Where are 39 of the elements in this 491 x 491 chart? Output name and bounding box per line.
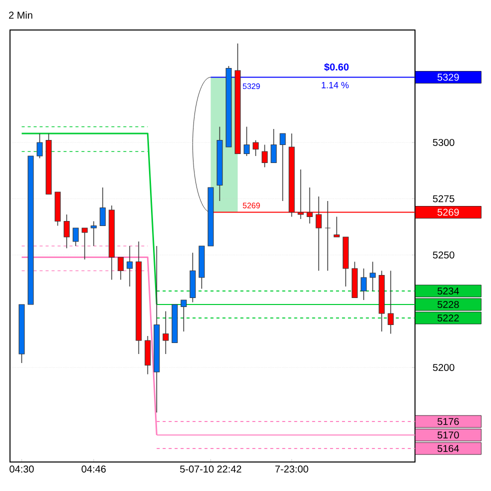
y-tick-label: 5300 (432, 138, 454, 146)
ref-line-label: 5329 (438, 74, 459, 81)
candlestick (370, 261, 376, 292)
candlestick (360, 268, 367, 300)
ref-line-label: 5222 (438, 314, 459, 322)
y-tick-label: 5250 (432, 251, 454, 259)
candlestick (180, 300, 187, 332)
candlestick (126, 246, 133, 287)
x-tick-label: 7-23:00 (275, 466, 308, 473)
ref-line-label: 5170 (438, 431, 459, 439)
candlestick (244, 126, 250, 156)
candlestick (82, 228, 88, 260)
x-tick-label: 04:30 (10, 466, 34, 473)
candlestick (36, 133, 43, 159)
chart-title: 2 Min (9, 11, 32, 19)
x-tick-label: 04:46 (82, 466, 106, 473)
annotation: 1.14 % (322, 82, 349, 88)
candlestick (72, 228, 79, 246)
candlestick (280, 133, 286, 202)
candlestick (324, 200, 331, 272)
candlestick (118, 256, 124, 280)
annotation: $0.60 (324, 63, 349, 72)
candlestick (64, 214, 70, 249)
ref-line-label: 5164 (438, 444, 459, 452)
ref-line-label: 5269 (438, 208, 459, 216)
y-tick-label: 5200 (432, 364, 454, 372)
ref-line-label: 5234 (438, 287, 459, 295)
candlestick (270, 128, 277, 164)
y-tick-label: 5275 (432, 195, 454, 202)
candlestick (162, 310, 169, 354)
candlestick (388, 270, 394, 334)
candlestick (262, 144, 268, 168)
ref-line-label: 5176 (438, 418, 459, 426)
candlestick (90, 220, 97, 246)
candlestick (252, 140, 259, 156)
x-tick-label: 5-07-10 22:42 (180, 466, 242, 473)
candlestick (334, 216, 340, 238)
candlestick (100, 187, 106, 226)
ref-line-label: 5228 (438, 300, 459, 308)
